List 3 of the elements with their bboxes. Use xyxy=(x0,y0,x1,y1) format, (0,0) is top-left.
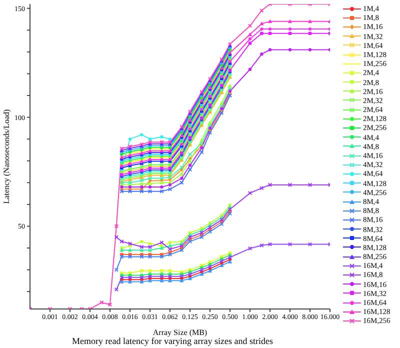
y-axis-title: Latency (Nanoseconds/Load) xyxy=(2,108,11,204)
x-axis-title: Array Size (MB) xyxy=(152,328,208,337)
text: Memory read latency for varying array sizes and strides xyxy=(71,336,274,347)
